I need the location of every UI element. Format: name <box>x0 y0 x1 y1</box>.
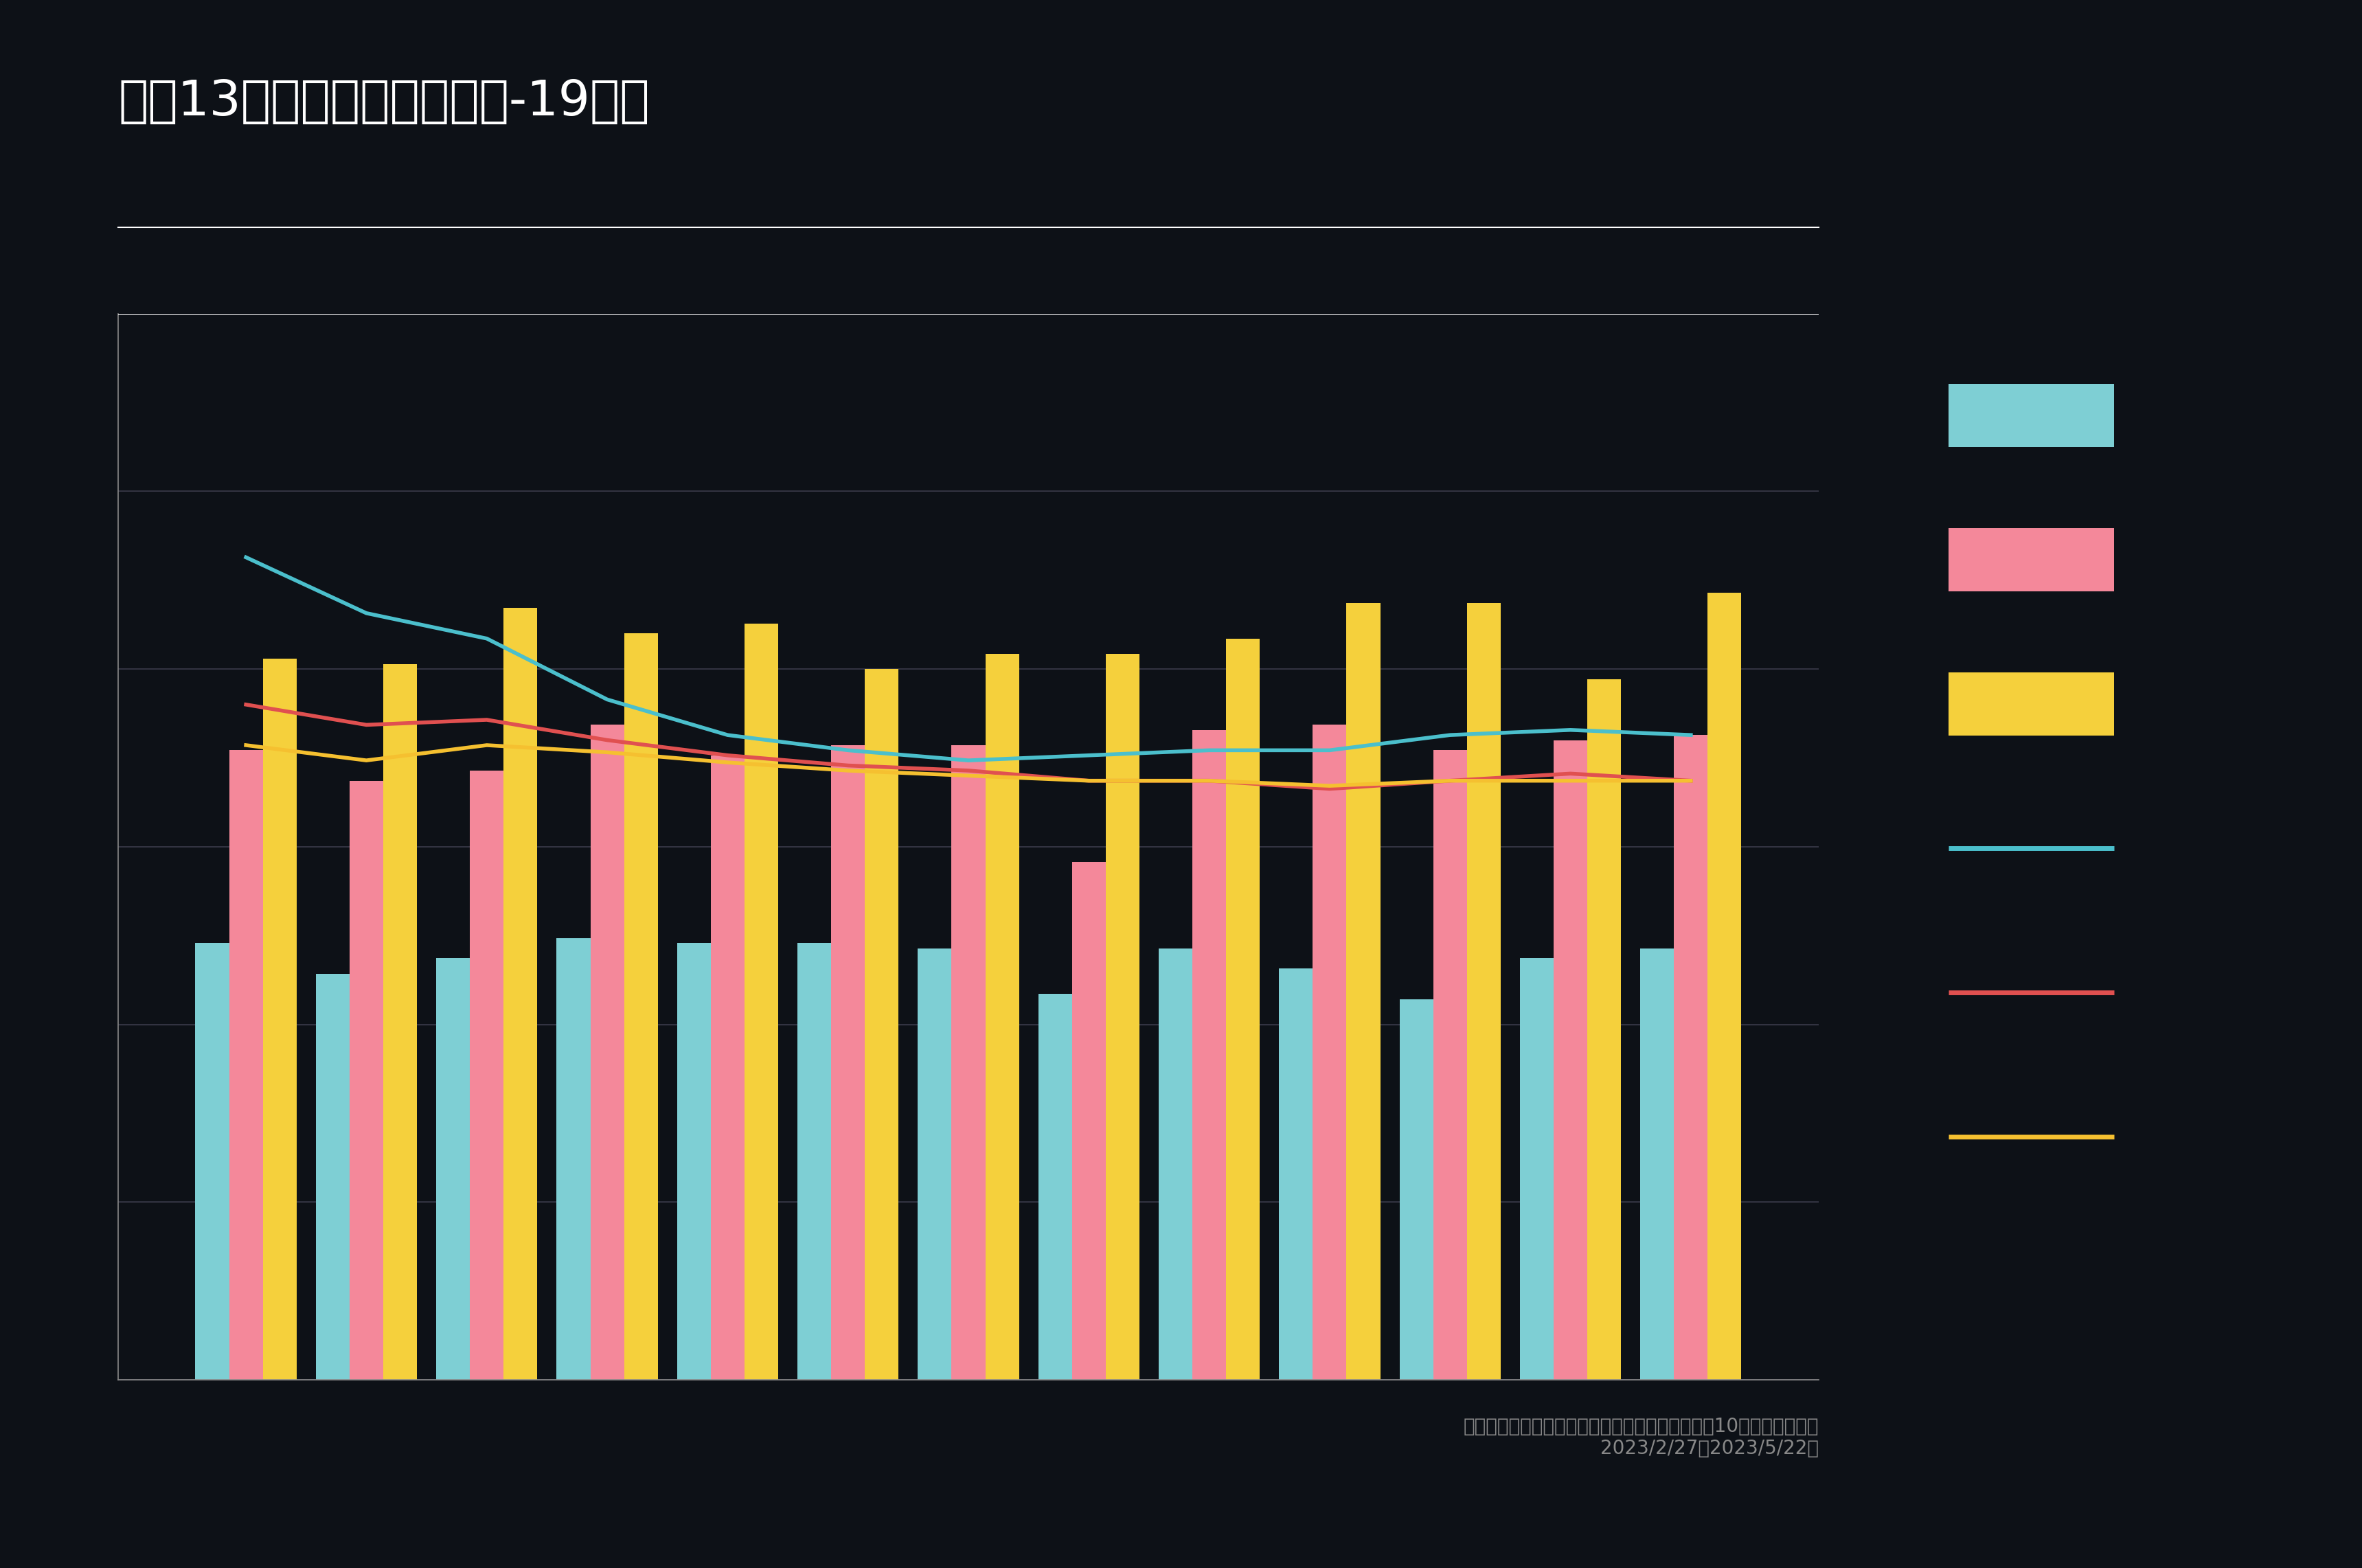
Bar <box>1280 969 1313 1380</box>
Bar <box>1105 654 1138 1380</box>
Bar <box>1554 740 1587 1380</box>
Bar <box>262 659 298 1380</box>
Bar <box>1467 604 1500 1380</box>
Bar <box>196 944 229 1380</box>
Bar <box>678 944 711 1380</box>
Bar <box>590 724 624 1380</box>
Bar <box>1313 724 1346 1380</box>
Bar <box>1039 994 1072 1380</box>
Bar <box>1072 862 1105 1380</box>
Bar <box>557 938 590 1380</box>
Text: 直近13週の人口推移　平日‐19時台: 直近13週の人口推移 平日‐19時台 <box>118 78 650 125</box>
Bar <box>985 654 1018 1380</box>
Text: データ：モバイル空間統計（国内人口分布統計，10分メッシュ版）
2023/2/27～2023/5/22日: データ：モバイル空間統計（国内人口分布統計，10分メッシュ版） 2023/2/2… <box>1464 1417 1819 1458</box>
Bar <box>437 958 470 1380</box>
Bar <box>1675 735 1708 1380</box>
Bar <box>1346 604 1379 1380</box>
Bar <box>1708 593 1741 1380</box>
Bar <box>1160 949 1193 1380</box>
Bar <box>798 944 831 1380</box>
Bar <box>952 745 985 1380</box>
Bar <box>383 663 418 1380</box>
Bar <box>350 781 383 1380</box>
Bar <box>919 949 952 1380</box>
Bar <box>1193 731 1226 1380</box>
Bar <box>831 745 864 1380</box>
Bar <box>624 633 657 1380</box>
Bar <box>744 624 777 1380</box>
Bar <box>1434 750 1467 1380</box>
Bar <box>317 974 350 1380</box>
Bar <box>1519 958 1554 1380</box>
Bar <box>470 770 503 1380</box>
Bar <box>1226 638 1259 1380</box>
Bar <box>864 670 898 1380</box>
Bar <box>1587 679 1620 1380</box>
Bar <box>1398 999 1434 1380</box>
Bar <box>229 750 262 1380</box>
Bar <box>711 756 744 1380</box>
Bar <box>1639 949 1675 1380</box>
Bar <box>503 608 539 1380</box>
